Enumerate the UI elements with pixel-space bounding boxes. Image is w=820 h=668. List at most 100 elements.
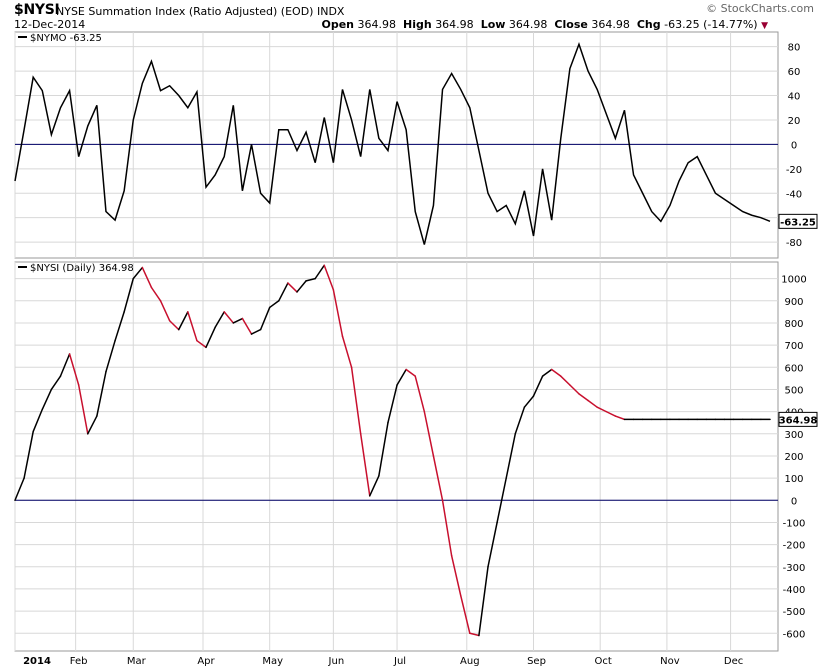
nysi-series-segment — [341, 335, 353, 369]
x-tick-label: Mar — [127, 656, 147, 667]
nysi-series-segment — [114, 311, 125, 342]
symbol-title: $NYSI — [14, 2, 60, 18]
nysi-series-segment — [132, 266, 144, 280]
high-value: 364.98 — [435, 18, 474, 31]
x-tick-label: 2014 — [23, 656, 51, 667]
chg-value: -63.25 (-14.77%) — [664, 18, 758, 31]
nysi-series-segment — [405, 368, 416, 377]
x-tick-label: Apr — [197, 656, 215, 667]
nymo-last-value-tag: -63.25 — [778, 213, 818, 229]
low-value: 364.98 — [508, 18, 548, 31]
nysi-series-segment — [369, 475, 380, 497]
nysi-y-tick-label: -600 — [783, 629, 806, 640]
nymo-y-tick-label: 80 — [788, 43, 801, 54]
nysi-series-segment — [541, 368, 553, 377]
nysi-series-segment — [432, 455, 444, 502]
nysi-series-segment — [68, 353, 80, 386]
nysi-series-segment — [605, 410, 617, 417]
symbol-description: NYSE Summation Index (Ratio Adjusted) (E… — [56, 5, 344, 18]
open-value: 364.98 — [357, 18, 397, 31]
nysi-series-segment — [287, 282, 298, 293]
nysi-series-segment — [305, 277, 316, 282]
x-tick-label: Aug — [460, 656, 480, 667]
nysi-series-segment — [469, 632, 480, 637]
nymo-y-tick-label: 40 — [788, 92, 801, 103]
nysi-y-tick-label: 700 — [784, 341, 803, 352]
nysi-series-segment — [505, 433, 517, 479]
nysi-series-segment — [278, 282, 289, 302]
nysi-series-segment — [359, 433, 371, 497]
nymo-last-value-label: -63.25 — [780, 217, 816, 228]
nysi-y-tick-label: 800 — [784, 319, 803, 330]
brand-watermark[interactable]: © StockCharts.com — [706, 2, 814, 15]
nysi-series-segment — [223, 311, 235, 324]
nysi-series-segment — [50, 375, 62, 391]
nymo-y-tick-label: -20 — [786, 165, 802, 176]
nysi-series-segment — [387, 384, 398, 424]
nymo-series-line — [14, 41, 771, 245]
nysi-series-segment — [232, 317, 244, 324]
nysi-panel-frame — [14, 261, 779, 652]
x-tick-label: Nov — [660, 656, 680, 667]
nysi-series-segment — [560, 375, 571, 386]
nysi-series-segment — [423, 410, 435, 457]
nysi-legend: $NYSI (Daily) 364.98 — [30, 263, 134, 274]
chg-label: Chg — [636, 18, 661, 31]
nysi-series-segment — [523, 395, 535, 408]
x-tick-label: May — [262, 656, 283, 667]
close-label: Close — [554, 18, 588, 31]
chg-down-icon: ▼ — [761, 21, 768, 31]
nysi-series-segment — [105, 339, 116, 373]
close-value: 364.98 — [591, 18, 630, 31]
nysi-series-segment — [450, 554, 462, 597]
nysi-y-tick-label: -200 — [783, 541, 806, 552]
nysi-series-segment — [141, 266, 153, 289]
nysi-series-segment — [514, 406, 526, 435]
nysi-series-segment — [23, 430, 34, 479]
nysi-y-tick-label: 600 — [784, 363, 803, 374]
nysi-series-segment — [314, 264, 326, 280]
nysi-series-segment — [587, 399, 598, 408]
nysi-series-segment — [532, 375, 544, 397]
nysi-y-tick-label: -100 — [783, 518, 806, 529]
nysi-series-segment — [569, 384, 580, 395]
nymo-y-tick-label: -40 — [786, 189, 802, 200]
nysi-series-segment — [296, 280, 307, 293]
nysi-series-segment — [578, 393, 589, 402]
nysi-series-segment — [550, 368, 562, 377]
nymo-legend: $NYMO -63.25 — [30, 33, 102, 44]
nysi-series-segment — [268, 300, 280, 309]
nysi-series-segment — [378, 421, 389, 477]
high-label: High — [403, 18, 432, 31]
nysi-y-tick-label: 900 — [784, 297, 803, 308]
nymo-y-tick-label: -80 — [786, 238, 802, 249]
nysi-series-segment — [196, 339, 207, 349]
nysi-series-segment — [414, 375, 426, 413]
nysi-series-segment — [614, 415, 626, 421]
nysi-last-value-tag: 364.98 — [778, 411, 818, 427]
nymo-last-value-box — [778, 213, 818, 229]
nysi-y-tick-label: 1000 — [781, 275, 806, 286]
nysi-series-segment — [87, 415, 98, 435]
nysi-series-segment — [396, 368, 407, 386]
nysi-series-segment — [459, 594, 471, 635]
nysi-series-segment — [250, 328, 262, 335]
nysi-y-tick-label: 500 — [784, 385, 803, 396]
nysi-y-tick-label: 100 — [784, 474, 803, 485]
chart-date: 12-Dec-2014 — [14, 18, 86, 31]
nymo-panel-frame — [14, 31, 779, 259]
nysi-series-segment — [150, 286, 162, 302]
nysi-last-value-box — [778, 411, 818, 427]
nymo-y-tick-label: 0 — [791, 140, 797, 151]
nysi-series-segment — [241, 317, 253, 335]
nysi-y-tick-label: -500 — [783, 607, 806, 618]
nysi-y-tick-label: -400 — [783, 585, 806, 596]
low-label: Low — [480, 18, 506, 31]
nysi-series-segment — [496, 477, 507, 524]
ohlc-readout: Open 364.98 High 364.98 Low 364.98 Close… — [321, 18, 768, 31]
nysi-series-segment — [214, 311, 225, 329]
nymo-y-tick-label: 20 — [788, 116, 801, 127]
x-tick-label: Sep — [527, 656, 546, 667]
nysi-y-tick-label: 0 — [791, 496, 797, 507]
